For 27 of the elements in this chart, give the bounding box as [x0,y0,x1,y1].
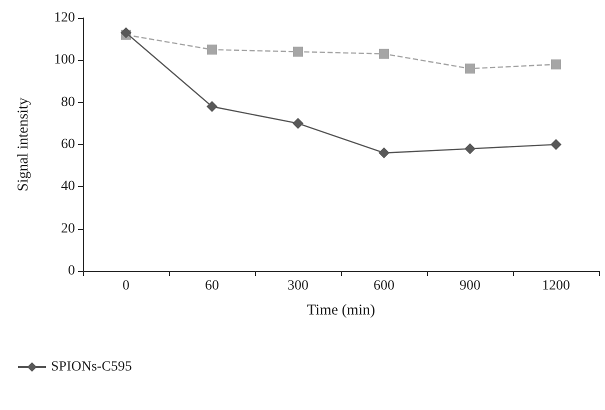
x-tick-label: 1200 [542,278,570,294]
point [292,118,304,129]
y-tick-label: 20 [61,221,75,236]
y-tick-label: 60 [61,137,75,152]
y-tick-label: 0 [68,264,75,278]
point [378,147,390,158]
x-tick-label: 60 [205,278,219,294]
y-tick-label: 100 [54,52,75,68]
y-axis-title: Signal intensity [16,97,32,192]
y-tick-label: 80 [61,94,75,110]
y-tick-label: 40 [61,179,75,194]
point [550,139,562,150]
y-tick-label: 120 [54,10,75,26]
point [293,46,303,57]
point [207,44,217,55]
point [206,101,218,112]
point [465,64,475,74]
x-tick-label: 300 [288,278,308,294]
x-tick-label: 0 [122,278,130,294]
point [464,143,476,154]
point [379,48,389,59]
x-axis-title: Time (min) [306,302,376,318]
point [120,27,132,38]
x-tick-label: 900 [460,278,480,294]
legend-label: SPIONs-C595 [51,360,132,374]
point [551,59,561,70]
x-tick-label: 600 [374,278,394,294]
